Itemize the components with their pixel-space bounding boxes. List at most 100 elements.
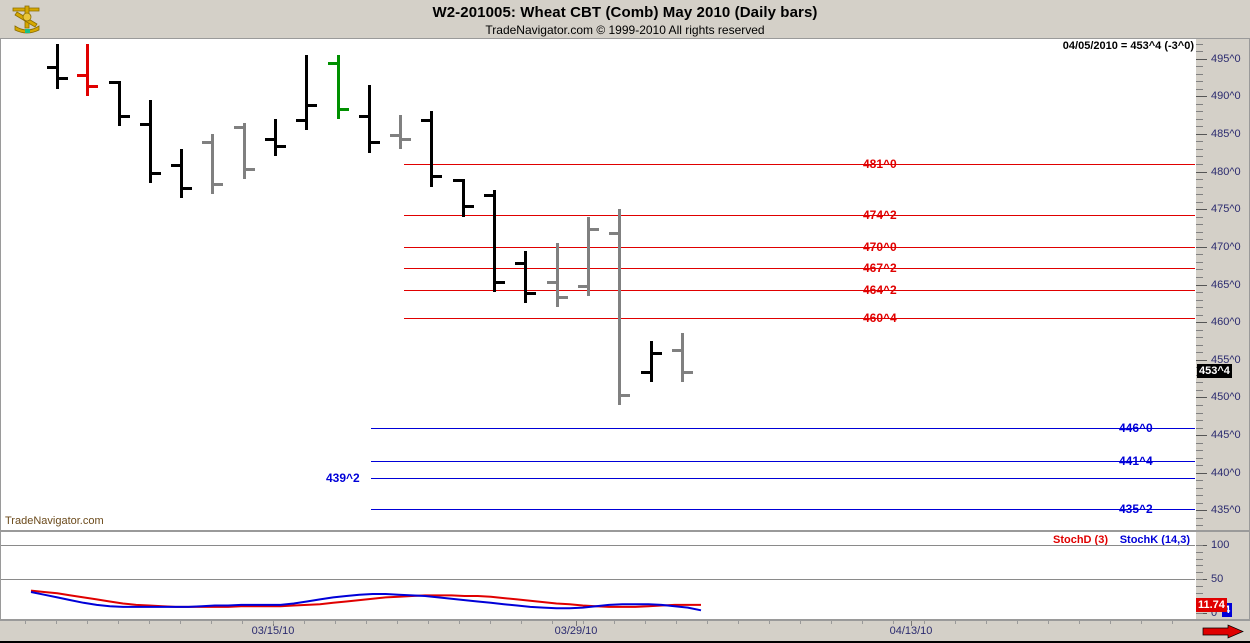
price-axis-tick	[1196, 472, 1207, 474]
date-axis-minor-tick	[521, 621, 522, 624]
price-axis-label: 465^0	[1211, 278, 1241, 291]
stochk-legend: StochK (14,3)	[1119, 534, 1190, 546]
price-axis-label: 490^0	[1211, 90, 1241, 103]
resistance-line[interactable]	[404, 290, 1195, 292]
support-line[interactable]	[371, 427, 1195, 429]
stochastic-gridline	[1, 579, 1195, 581]
price-axis-tick	[1196, 337, 1203, 339]
stochd-line	[30, 589, 701, 608]
bar-range-stem	[86, 43, 89, 97]
bar-range-stem	[524, 250, 527, 304]
bar-range-stem	[56, 43, 59, 89]
bar-open-tick	[202, 141, 211, 145]
price-axis-label: 450^0	[1211, 391, 1241, 404]
date-axis-minor-tick	[800, 621, 801, 624]
stochastic-axis-minor-tick	[1196, 585, 1203, 587]
date-axis-label: 03/29/10	[554, 625, 598, 637]
price-axis-tick	[1196, 487, 1203, 489]
stochastic-axis-minor-tick	[1196, 592, 1203, 594]
date-axis-minor-tick	[769, 621, 770, 624]
date-axis-minor-tick	[1172, 621, 1173, 624]
bar-close-tick	[402, 137, 411, 141]
bar-open-tick	[47, 66, 56, 70]
resistance-line[interactable]	[404, 267, 1195, 269]
support-label: 435^2	[1119, 501, 1153, 516]
bar-range-stem	[243, 122, 246, 180]
stochastic-axis-label: 0	[1211, 607, 1218, 619]
date-axis-minor-tick	[397, 621, 398, 624]
support-label: 446^0	[1119, 420, 1153, 435]
price-axis-tick	[1196, 525, 1203, 527]
date-axis-minor-tick	[645, 621, 646, 624]
bar-close-tick	[89, 84, 98, 88]
stochastic-pane[interactable]: StochD (3) StochK (14,3)	[0, 531, 1196, 620]
stochd-legend: StochD (3)	[1053, 534, 1108, 546]
price-axis-tick	[1196, 194, 1203, 196]
price-axis-label: 485^0	[1211, 127, 1241, 140]
bar-close-tick	[214, 182, 223, 186]
stochastic-axis[interactable]: 100 50 0 4 11.74	[1196, 531, 1250, 620]
bar-open-tick	[515, 261, 524, 265]
bar-close-tick	[559, 295, 568, 299]
price-axis-tick	[1196, 81, 1203, 83]
price-axis-tick	[1196, 239, 1203, 241]
stochastic-axis-minor-tick	[1196, 572, 1203, 574]
date-axis-minor-tick	[25, 621, 26, 624]
price-axis-tick	[1196, 231, 1203, 233]
bar-range-stem	[399, 115, 402, 149]
bar-close-tick	[465, 205, 474, 209]
price-axis-tick	[1196, 43, 1203, 45]
resistance-line[interactable]	[404, 246, 1195, 248]
stochastic-axis-minor-tick	[1196, 545, 1203, 547]
bar-open-tick	[109, 81, 118, 85]
date-axis-minor-tick	[242, 621, 243, 624]
support-line[interactable]	[371, 461, 1195, 463]
stochastic-axis-minor-tick	[1196, 565, 1203, 567]
price-axis[interactable]: 495^0 490^0 485^0 480^0 475^0 470^0 465^0 460^0…	[1196, 38, 1250, 531]
date-axis-minor-tick	[676, 621, 677, 624]
bar-open-tick	[171, 164, 180, 167]
support-line[interactable]	[371, 508, 1195, 510]
bar-range-stem	[305, 54, 308, 131]
date-axis[interactable]: 03/15/10 03/29/10 04/13/10	[0, 620, 1250, 643]
price-axis-tick	[1196, 118, 1203, 120]
price-axis-tick	[1196, 382, 1203, 384]
price-axis-tick	[1196, 179, 1203, 181]
stochastic-axis-minor-tick	[1196, 579, 1203, 581]
resistance-label: 467^2	[863, 260, 897, 275]
resistance-line[interactable]	[404, 214, 1195, 216]
price-chart-pane[interactable]: TradeNavigator.com 481^0 474^2 470^0 467^2 4…	[0, 38, 1196, 531]
bar-range-stem	[274, 118, 277, 157]
resistance-line[interactable]	[404, 318, 1195, 320]
date-axis-label: 04/13/10	[889, 625, 933, 637]
date-axis-minor-tick	[459, 621, 460, 624]
bar-close-tick	[246, 167, 255, 171]
date-axis-minor-tick	[87, 621, 88, 624]
price-axis-tick	[1196, 58, 1207, 60]
quote-readout: 04/05/2010 = 453^4 (-3^0)	[1062, 40, 1194, 52]
price-axis-tick	[1196, 397, 1207, 399]
bar-close-tick	[433, 175, 442, 179]
price-axis-tick	[1196, 73, 1203, 75]
price-axis-tick	[1196, 133, 1207, 135]
resistance-line[interactable]	[404, 164, 1195, 165]
bar-open-tick	[641, 371, 650, 375]
bar-open-tick	[547, 280, 556, 284]
price-axis-tick	[1196, 284, 1207, 286]
bar-open-tick	[453, 179, 462, 183]
date-axis-minor-tick	[831, 621, 832, 624]
bar-close-tick	[59, 77, 68, 81]
bar-open-tick	[234, 126, 243, 130]
copyright-text: TradeNavigator.com © 1999-2010 All right…	[485, 23, 765, 37]
current-price-marker: 453^4	[1197, 364, 1232, 379]
scroll-forward-arrow-icon[interactable]	[1202, 624, 1244, 639]
bar-range-stem	[149, 99, 152, 183]
date-axis-minor-tick	[273, 621, 274, 624]
price-axis-tick	[1196, 389, 1203, 391]
price-axis-tick	[1196, 209, 1207, 211]
price-axis-label: 460^0	[1211, 316, 1241, 329]
price-axis-label: 435^0	[1211, 504, 1241, 517]
date-axis-minor-tick	[335, 621, 336, 624]
support-line[interactable]	[371, 478, 1195, 480]
price-axis-tick	[1196, 261, 1203, 263]
